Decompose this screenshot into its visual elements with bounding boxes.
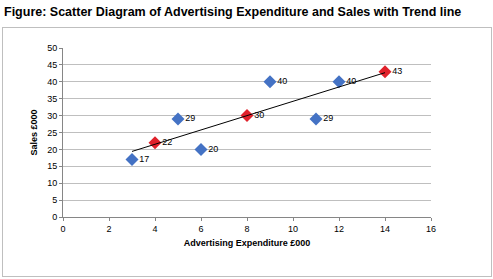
svg-text:4: 4: [152, 224, 157, 234]
svg-text:45: 45: [47, 60, 57, 70]
svg-text:29: 29: [185, 113, 195, 123]
svg-text:40: 40: [47, 77, 57, 87]
svg-text:2: 2: [106, 224, 111, 234]
svg-text:35: 35: [47, 94, 57, 104]
svg-text:30: 30: [47, 111, 57, 121]
svg-text:29: 29: [323, 113, 333, 123]
svg-text:17: 17: [139, 154, 149, 164]
svg-text:0: 0: [60, 224, 65, 234]
svg-text:14: 14: [380, 224, 390, 234]
svg-text:30: 30: [254, 110, 264, 120]
svg-text:16: 16: [426, 224, 436, 234]
svg-text:43: 43: [392, 66, 402, 76]
html-text:Figure: Scatter Diagram of Adv: Figure: Scatter Diagram of Advertising E…: [4, 5, 462, 19]
svg-text:5: 5: [52, 195, 57, 205]
svg-text:12: 12: [334, 224, 344, 234]
svg-text:0: 0: [52, 212, 57, 222]
svg-text:6: 6: [198, 224, 203, 234]
svg-text:22: 22: [162, 137, 172, 147]
svg-text:25: 25: [47, 128, 57, 138]
svg-text:40: 40: [346, 76, 356, 86]
svg-text:Advertising Expenditure £000: Advertising Expenditure £000: [184, 238, 311, 248]
svg-text:10: 10: [47, 178, 57, 188]
svg-text:20: 20: [47, 145, 57, 155]
svg-text:20: 20: [208, 144, 218, 154]
svg-text:10: 10: [288, 224, 298, 234]
svg-text:15: 15: [47, 161, 57, 171]
svg-text:Sales £000: Sales £000: [29, 109, 39, 155]
svg-text:50: 50: [47, 43, 57, 53]
svg-text:8: 8: [244, 224, 249, 234]
svg-text:40: 40: [277, 76, 287, 86]
